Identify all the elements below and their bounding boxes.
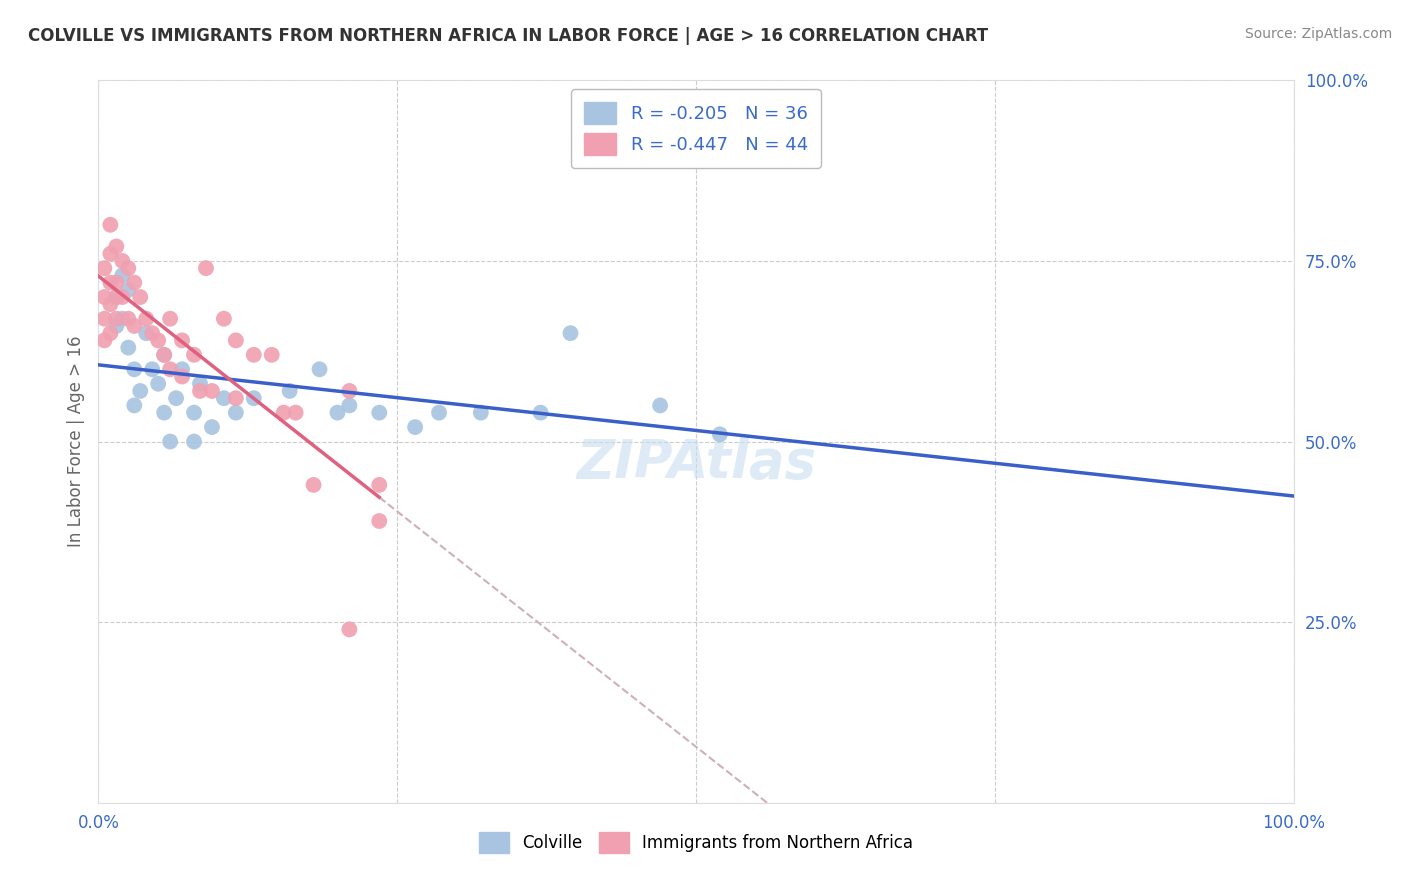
Point [93, 311, 115, 326]
Point [368, 478, 391, 492]
Point [93, 334, 115, 348]
Point [183, 406, 205, 420]
Point [111, 268, 134, 283]
Point [339, 384, 361, 398]
Point [117, 283, 139, 297]
Point [243, 391, 266, 405]
Point [195, 261, 218, 276]
Point [111, 253, 134, 268]
Point [124, 398, 146, 412]
Point [212, 391, 235, 405]
Point [135, 311, 157, 326]
Point [148, 334, 170, 348]
Point [368, 514, 391, 528]
Point [98, 246, 122, 260]
Point [111, 311, 134, 326]
Point [188, 376, 211, 391]
Point [243, 348, 266, 362]
Point [172, 362, 194, 376]
Point [650, 398, 672, 412]
Point [326, 406, 349, 420]
Point [117, 261, 139, 276]
Point [278, 384, 301, 398]
Point [302, 478, 325, 492]
Text: ZIPAtlas: ZIPAtlas [576, 437, 815, 489]
Point [212, 311, 235, 326]
Point [368, 406, 391, 420]
Point [153, 406, 176, 420]
Point [201, 420, 224, 434]
Point [117, 311, 139, 326]
Point [225, 334, 247, 348]
Point [404, 420, 426, 434]
Point [183, 434, 205, 449]
Point [98, 218, 122, 232]
Point [172, 334, 194, 348]
Point [111, 290, 134, 304]
Point [225, 406, 247, 420]
Point [159, 362, 181, 376]
Point [124, 318, 146, 333]
Point [172, 369, 194, 384]
Point [98, 326, 122, 341]
Text: COLVILLE VS IMMIGRANTS FROM NORTHERN AFRICA IN LABOR FORCE | AGE > 16 CORRELATIO: COLVILLE VS IMMIGRANTS FROM NORTHERN AFR… [28, 27, 988, 45]
Y-axis label: In Labor Force | Age > 16: In Labor Force | Age > 16 [66, 335, 84, 548]
Point [98, 276, 122, 290]
Point [124, 276, 146, 290]
Point [273, 406, 295, 420]
Point [129, 290, 152, 304]
Point [105, 311, 128, 326]
Point [260, 348, 283, 362]
Point [105, 290, 128, 304]
Point [93, 290, 115, 304]
Point [225, 391, 247, 405]
Point [165, 391, 187, 405]
Point [284, 406, 307, 420]
Point [135, 326, 157, 341]
Point [141, 362, 163, 376]
Point [427, 406, 450, 420]
Point [105, 276, 128, 290]
Point [98, 297, 122, 311]
Point [159, 311, 181, 326]
Point [141, 326, 163, 341]
Point [148, 376, 170, 391]
Point [339, 398, 361, 412]
Point [129, 384, 152, 398]
Point [339, 623, 361, 637]
Point [117, 341, 139, 355]
Point [153, 348, 176, 362]
Point [560, 326, 582, 341]
Point [105, 318, 128, 333]
Point [201, 384, 224, 398]
Point [470, 406, 492, 420]
Point [159, 434, 181, 449]
Point [124, 362, 146, 376]
Point [709, 427, 731, 442]
Point [188, 384, 211, 398]
Point [153, 348, 176, 362]
Legend: Colville, Immigrants from Northern Africa: Colville, Immigrants from Northern Afric… [472, 826, 920, 860]
Text: Source: ZipAtlas.com: Source: ZipAtlas.com [1244, 27, 1392, 41]
Point [308, 362, 330, 376]
Point [105, 239, 128, 253]
Point [183, 348, 205, 362]
Point [530, 406, 553, 420]
Point [93, 261, 115, 276]
Point [105, 290, 128, 304]
